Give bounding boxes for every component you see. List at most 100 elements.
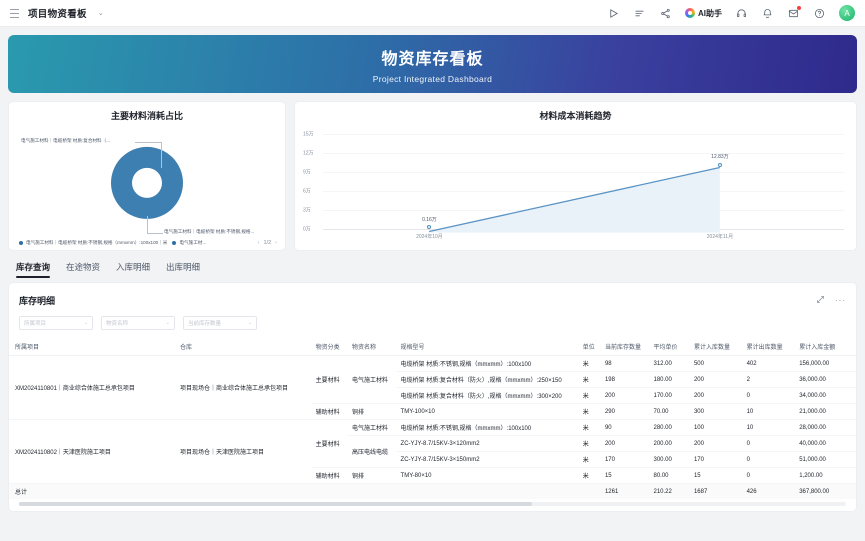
line-chart-plot[interactable]: 15万 12万 9万 6万 3万 0万	[303, 122, 848, 246]
total-label: 总计	[9, 483, 176, 499]
legend-item-1[interactable]: 电气施工材...	[172, 240, 206, 246]
table-row[interactable]: XM2024110801｜商业综合体施工总承包项目 项目现场仓｜商业综合体施工总…	[9, 355, 856, 420]
list-icon[interactable]	[633, 7, 646, 20]
cell-spec: 电缆桥架 材质:不锈钢,规格（mmxmm）:100x100	[396, 419, 579, 436]
tab-in-transit[interactable]: 在途物资	[66, 262, 101, 272]
leader-line-bottom-h	[147, 233, 163, 234]
gridline-2	[323, 172, 844, 173]
inventory-panel: 库存明细 ··· 所属项目 ⌄ 物资名称 ⌄ 当前库存	[8, 282, 857, 512]
data-point-0[interactable]	[427, 225, 432, 229]
table-scroll-container: 所属项目 仓库 物资分类 物资名称 规格型号 单位 当前库存数量 平均单价 累计…	[9, 338, 856, 506]
col-price[interactable]: 平均单价	[649, 338, 690, 356]
more-options-icon[interactable]: ···	[835, 295, 846, 305]
panel-title: 库存明细	[19, 295, 56, 306]
total-price: 210.22	[649, 483, 690, 499]
help-icon[interactable]	[813, 7, 826, 20]
total-blank-warehouse	[175, 483, 312, 499]
chevron-down-icon[interactable]: ⌄	[97, 10, 104, 17]
table-header-row: 所属项目 仓库 物资分类 物资名称 规格型号 单位 当前库存数量 平均单价 累计…	[9, 338, 856, 356]
cell-out-qty: 0	[742, 451, 796, 468]
cell-stock: 90	[600, 419, 650, 436]
cell-spec: TMY-80×10	[396, 467, 579, 484]
cell-in-qty: 200	[689, 387, 743, 404]
ai-assistant-button[interactable]: AI助手	[685, 8, 722, 19]
cell-in-qty: 200	[689, 371, 743, 388]
data-point-1[interactable]	[717, 163, 722, 167]
cell-in-qty: 170	[689, 451, 743, 468]
table-row[interactable]: 电缆桥架 材质:复合材料（防火）,规格（mmxmm）:250×150 米 198…	[9, 371, 856, 388]
bell-icon[interactable]	[761, 7, 774, 20]
col-project[interactable]: 所属项目	[9, 338, 176, 356]
col-stock[interactable]: 当前库存数量	[600, 338, 650, 356]
headset-icon[interactable]	[735, 7, 748, 20]
share-icon[interactable]	[659, 7, 672, 20]
banner-title: 物资库存看板	[381, 50, 484, 68]
table-row[interactable]: 辅助材料 铜排 TMY-80×10 米 15 80.00 15 0 1,200.…	[9, 467, 856, 484]
cell-out-qty: 10	[742, 403, 796, 420]
scrollbar-thumb[interactable]	[19, 502, 532, 506]
tab-outbound-detail[interactable]: 出库明细	[166, 262, 201, 272]
cell-unit: 米	[578, 355, 601, 372]
cell-unit: 米	[578, 419, 601, 436]
expand-icon[interactable]	[816, 291, 825, 309]
x-tick-1: 2024年11月	[706, 234, 734, 240]
cell-spec: 电缆桥架 材质:复合材料（防火）,规格（mmxmm）:300×200	[396, 387, 579, 404]
cell-name: 高压电线电缆	[347, 435, 397, 468]
top-bar: 项目物资看板 ⌄ AI助手	[0, 0, 865, 27]
horizontal-scrollbar[interactable]	[19, 502, 846, 506]
menu-grip-icon[interactable]	[10, 8, 19, 18]
legend-prev-button[interactable]: ‹	[257, 240, 260, 246]
line-chart-card: 材料成本消耗趋势 15万 12万 9万 6万 3万 0万	[294, 101, 857, 251]
col-name[interactable]: 物资名称	[347, 338, 397, 356]
cell-in-amount: 36,000.00	[795, 371, 856, 388]
cell-in-amount: 1,200.00	[795, 467, 856, 484]
table-body: XM2024110801｜商业综合体施工总承包项目 项目现场仓｜商业综合体施工总…	[9, 355, 856, 499]
col-unit[interactable]: 单位	[578, 338, 601, 356]
col-out-qty[interactable]: 累计出库数量	[742, 338, 796, 356]
cell-stock: 198	[600, 371, 650, 388]
total-out-qty: 426	[742, 483, 796, 499]
avatar[interactable]: A	[839, 5, 855, 21]
table-row[interactable]: 高压电线电缆 ZC-YJY-8.7/15KV-3×120mm2 米 200 20…	[9, 435, 856, 468]
table-row[interactable]: 辅助材料 铜排 TMY-100×10 米 290 70.00 300 10 21…	[9, 403, 856, 420]
filter-project-select[interactable]: 所属项目 ⌄	[19, 316, 93, 330]
cell-stock: 290	[600, 403, 650, 420]
col-spec[interactable]: 规格型号	[396, 338, 579, 356]
chevron-down-icon: ⌄	[165, 320, 170, 326]
filter-material-name-label: 物资名称	[106, 321, 129, 327]
cell-in-amount: 156,000.00	[795, 355, 856, 372]
cell-in-amount: 51,000.00	[795, 451, 856, 468]
tab-inbound-detail[interactable]: 入库明细	[116, 262, 151, 272]
donut-chart[interactable]	[111, 146, 183, 219]
legend-dot-icon	[172, 241, 177, 245]
col-category[interactable]: 物资分类	[311, 338, 348, 356]
legend-next-button[interactable]: ›	[275, 240, 277, 246]
cell-in-amount: 21,000.00	[795, 403, 856, 420]
cell-in-amount: 40,000.00	[795, 435, 856, 452]
pie-chart-area: 电气施工材料｜电缆桥架 材质:复合材料（... 电气施工材料｜电缆桥架 材质:不…	[15, 122, 279, 238]
message-icon[interactable]	[787, 5, 801, 20]
cell-in-qty: 300	[689, 403, 743, 420]
pie-chart-title: 主要材料消耗占比	[110, 111, 183, 121]
banner-subtitle: Project Integrated Dashboard	[372, 73, 493, 84]
tab-bar: 库存查询 在途物资 入库明细 出库明细	[8, 251, 857, 278]
y-tick-1: 12万	[303, 150, 314, 157]
table-row[interactable]: ZC-YJY-8.7/15KV-3×150mm2 米 170 300.00 17…	[9, 451, 856, 468]
cell-project: XM2024110802｜天津医院施工项目	[9, 419, 176, 484]
cell-price: 70.00	[649, 403, 690, 420]
col-in-amount[interactable]: 累计入库金额	[795, 338, 856, 356]
col-warehouse[interactable]: 仓库	[175, 338, 312, 356]
legend-item-0[interactable]: 电气施工材料｜电缆桥架 材质:不锈钢,规格（mmxmm）:100x100｜米	[19, 240, 167, 246]
col-in-qty[interactable]: 累计入库数量	[689, 338, 743, 356]
filter-material-name-select[interactable]: 物资名称 ⌄	[101, 316, 175, 330]
panel-header: 库存明细 ···	[9, 283, 856, 314]
table-row[interactable]: 电缆桥架 材质:复合材料（防火）,规格（mmxmm）:300×200 米 200…	[9, 387, 856, 404]
cell-price: 80.00	[649, 467, 690, 484]
cell-out-qty: 402	[742, 355, 796, 372]
filter-stock-qty-select[interactable]: 当前库存数量 ⌄	[183, 316, 257, 330]
play-icon[interactable]	[607, 7, 620, 20]
leader-line-bottom	[147, 216, 148, 234]
total-blank-category	[311, 483, 348, 499]
table-row[interactable]: XM2024110802｜天津医院施工项目 项目现场仓｜天津医院施工项目 主要材…	[9, 419, 856, 484]
tab-inventory-query[interactable]: 库存查询	[16, 261, 51, 278]
